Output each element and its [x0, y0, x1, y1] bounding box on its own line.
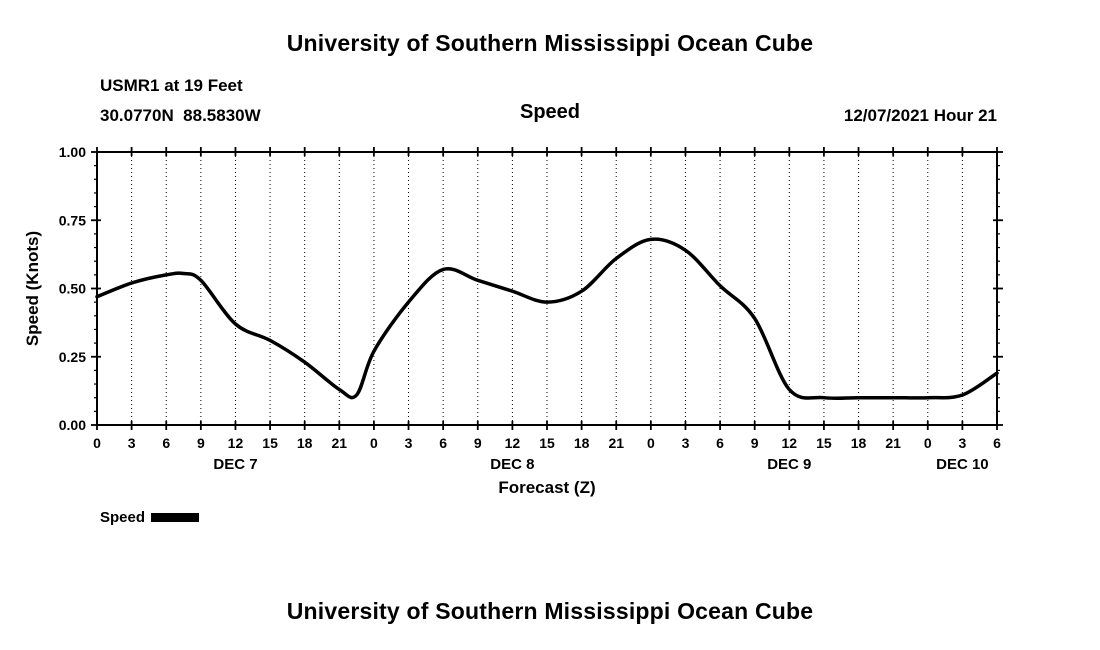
x-tick-label: 12: [782, 435, 798, 451]
x-tick-label: 18: [297, 435, 313, 451]
x-tick-label: 18: [574, 435, 590, 451]
x-day-label: DEC 7: [213, 456, 257, 473]
x-day-label: DEC 10: [936, 456, 989, 473]
y-tick-label: 0.50: [59, 281, 86, 297]
x-tick-label: 15: [816, 435, 832, 451]
y-tick-label: 0.25: [59, 349, 86, 365]
x-tick-label: 21: [608, 435, 624, 451]
x-tick-label: 12: [228, 435, 244, 451]
x-tick-label: 6: [716, 435, 724, 451]
datetime-label: 12/07/2021 Hour 21: [843, 106, 997, 125]
legend-line-swatch: [151, 513, 200, 522]
y-tick-label: 0.00: [59, 417, 86, 433]
x-day-label: DEC 8: [490, 456, 534, 473]
x-tick-label: 3: [128, 435, 136, 451]
legend: Speed: [100, 509, 200, 526]
y-tick-label: 0.75: [59, 212, 86, 228]
x-tick-label: 3: [958, 435, 966, 451]
x-tick-label: 21: [332, 435, 348, 451]
legend-label: Speed: [100, 509, 146, 526]
x-tick-label: 0: [93, 435, 101, 451]
x-axis-title: Forecast (Z): [498, 478, 595, 497]
x-tick-label: 3: [682, 435, 690, 451]
coordinates-label: 30.0770N 88.5830W: [100, 106, 261, 125]
x-tick-label: 15: [262, 435, 278, 451]
x-tick-label: 9: [751, 435, 759, 451]
x-tick-label: 12: [505, 435, 521, 451]
x-tick-label: 21: [885, 435, 901, 451]
x-day-label: DEC 9: [767, 456, 811, 473]
x-tick-label: 0: [924, 435, 932, 451]
x-tick-label: 6: [162, 435, 170, 451]
page-title: University of Southern Mississippi Ocean…: [286, 30, 814, 56]
station-label: USMR1 at 19 Feet: [100, 76, 243, 95]
footer-title: University of Southern Mississippi Ocean…: [286, 598, 814, 624]
x-tick-label: 3: [405, 435, 413, 451]
speed-series-line: [95, 237, 999, 401]
x-tick-label: 6: [439, 435, 447, 451]
x-tick-label: 6: [993, 435, 1001, 451]
x-tick-label: 0: [647, 435, 655, 451]
x-tick-label: 15: [539, 435, 555, 451]
y-tick-label: 1.00: [59, 144, 86, 160]
x-tick-label: 18: [851, 435, 867, 451]
x-tick-label: 9: [474, 435, 482, 451]
x-tick-label: 9: [197, 435, 205, 451]
x-tick-label: 0: [370, 435, 378, 451]
y-axis-title: Speed (Knots): [23, 231, 42, 346]
chart-title: Speed: [519, 101, 581, 123]
